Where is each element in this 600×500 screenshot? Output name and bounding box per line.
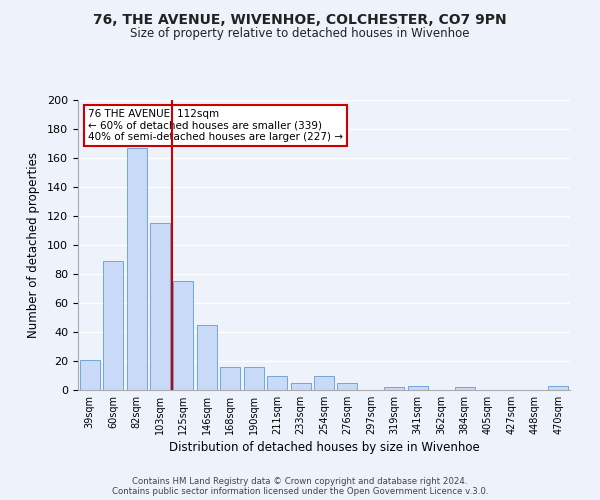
Bar xyxy=(267,376,287,390)
Bar xyxy=(173,281,193,390)
Bar xyxy=(290,383,311,390)
Bar xyxy=(385,387,404,390)
Text: Size of property relative to detached houses in Wivenhoe: Size of property relative to detached ho… xyxy=(130,28,470,40)
Bar xyxy=(220,367,240,390)
Text: 76 THE AVENUE: 112sqm
← 60% of detached houses are smaller (339)
40% of semi-det: 76 THE AVENUE: 112sqm ← 60% of detached … xyxy=(88,108,343,142)
Bar xyxy=(548,386,568,390)
Text: Contains HM Land Registry data © Crown copyright and database right 2024.: Contains HM Land Registry data © Crown c… xyxy=(132,477,468,486)
Y-axis label: Number of detached properties: Number of detached properties xyxy=(27,152,40,338)
Bar xyxy=(408,386,428,390)
Bar xyxy=(127,148,146,390)
Bar xyxy=(197,325,217,390)
Text: Contains public sector information licensed under the Open Government Licence v.: Contains public sector information licen… xyxy=(112,487,488,496)
Bar xyxy=(80,360,100,390)
X-axis label: Distribution of detached houses by size in Wivenhoe: Distribution of detached houses by size … xyxy=(169,441,479,454)
Bar xyxy=(314,376,334,390)
Bar xyxy=(103,261,123,390)
Bar xyxy=(244,367,263,390)
Text: 76, THE AVENUE, WIVENHOE, COLCHESTER, CO7 9PN: 76, THE AVENUE, WIVENHOE, COLCHESTER, CO… xyxy=(93,12,507,26)
Bar xyxy=(455,387,475,390)
Bar xyxy=(150,223,170,390)
Bar xyxy=(337,383,358,390)
